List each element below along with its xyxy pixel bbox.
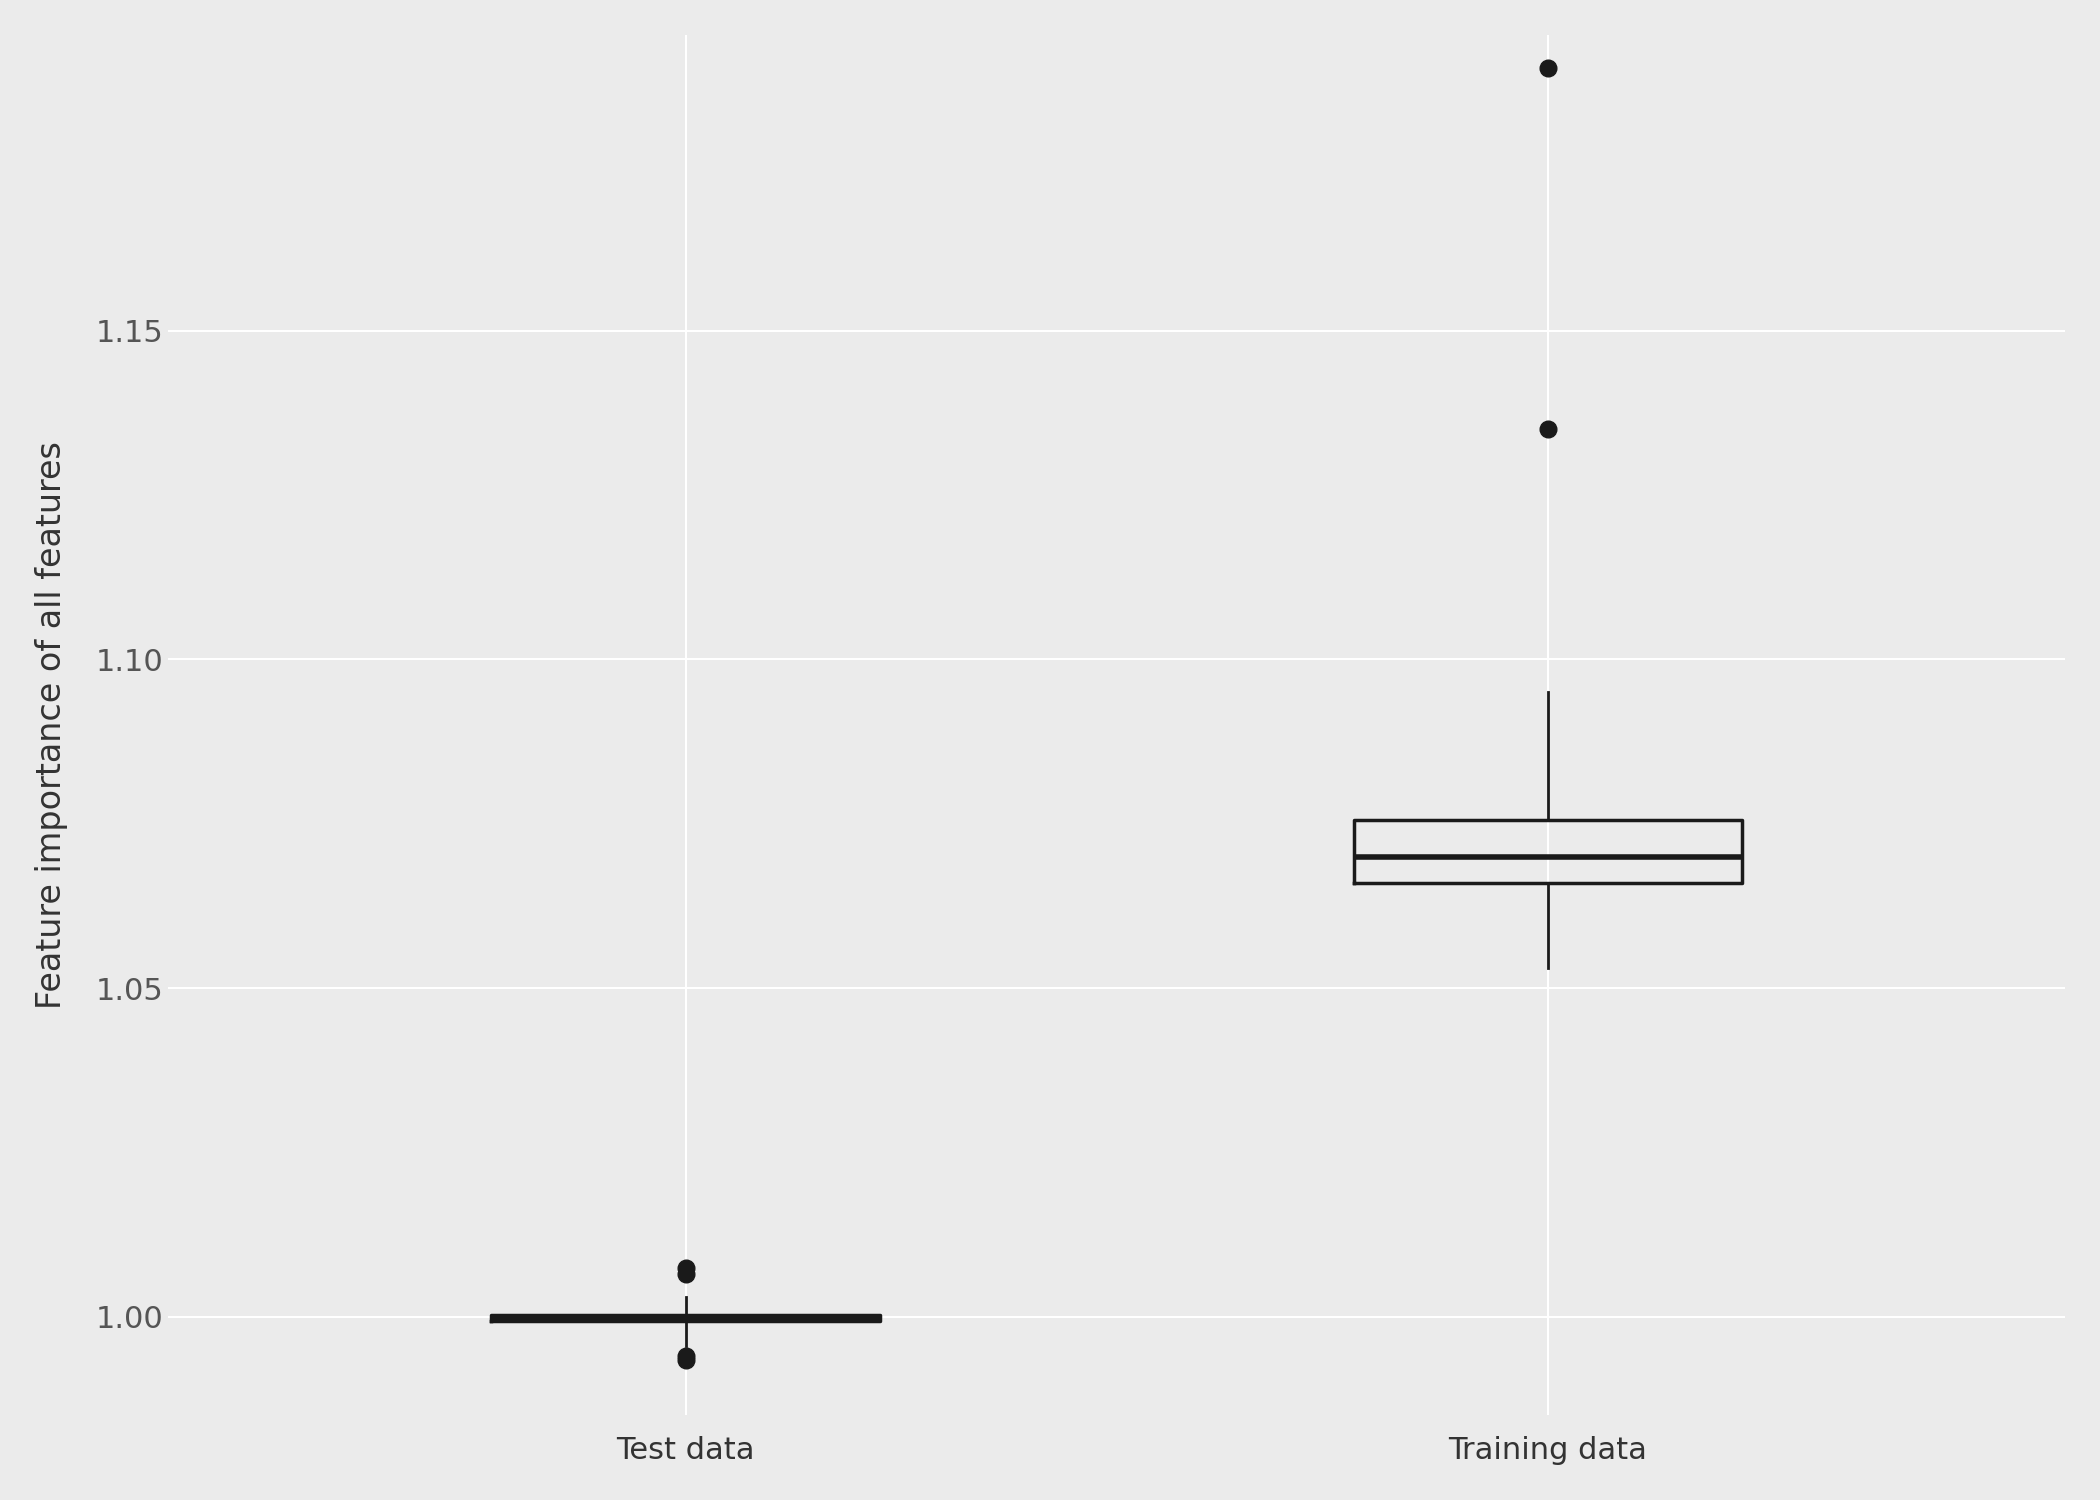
Y-axis label: Feature importance of all features: Feature importance of all features [36,441,67,1010]
